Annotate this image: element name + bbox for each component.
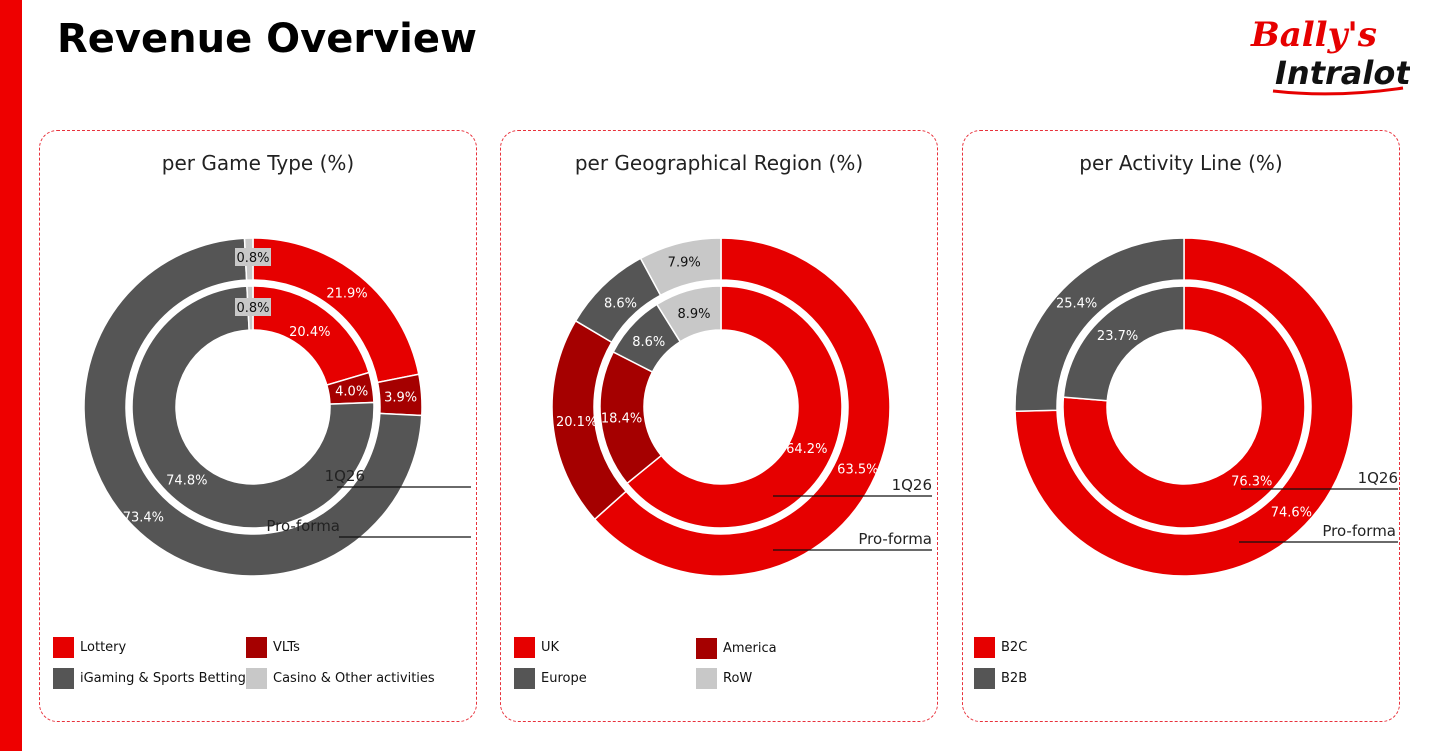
logo-text-intralot: Intralot xyxy=(1275,54,1410,92)
legend-swatch-b2b xyxy=(974,668,995,689)
ring-label-1q26: 1Q26 xyxy=(325,467,365,485)
ring-separator xyxy=(1057,280,1311,534)
outer-ring-value-uk: 63.5% xyxy=(837,462,878,477)
legend-swatch-igaming xyxy=(53,668,74,689)
outer-ring-slice-b2b xyxy=(1014,237,1185,413)
chart-title: per Activity Line (%) xyxy=(1079,151,1283,175)
outer-ring-value-b2b: 25.4% xyxy=(1056,296,1097,311)
legend-item-b2b: B2B xyxy=(974,668,1027,689)
chart-panel-geographical-region: per Geographical Region (%) 64.2% 18.4% 8.… xyxy=(500,130,938,722)
legend-swatch-b2c xyxy=(974,637,995,658)
legend-swatch-casino xyxy=(246,668,267,689)
donut-chart-activity-line: 76.3% 23.7% 74.6% 25.4% 1Q26 Pro-forma xyxy=(1014,237,1398,577)
inner-ring-slice-b2c xyxy=(1062,285,1306,529)
outer-ring-value-row: 7.9% xyxy=(668,256,701,271)
logo-swoosh xyxy=(1272,86,1404,96)
inner-ring-slice-b2b xyxy=(1062,285,1185,402)
legend-label-lottery: Lottery xyxy=(80,640,127,655)
inner-ring-value-america: 18.4% xyxy=(601,411,642,426)
logo-text-ballys: Bally's xyxy=(1250,15,1377,55)
outer-ring-value-america: 20.1% xyxy=(556,415,597,430)
legend-label-b2c: B2C xyxy=(1001,640,1028,655)
inner-ring-value-europe: 8.6% xyxy=(632,335,665,350)
legend-label-uk: UK xyxy=(541,640,560,655)
legend-label-igaming: iGaming & Sports Betting xyxy=(80,671,246,686)
legend-item-uk: UK xyxy=(514,637,559,658)
inner-ring-value-vlts: 4.0% xyxy=(335,385,368,400)
ring-label-1q26: 1Q26 xyxy=(1358,469,1398,487)
legend-label-b2b: B2B xyxy=(1001,671,1028,686)
outer-ring-slice-igaming-sports-betting xyxy=(83,237,423,577)
ring-label-pro-forma: Pro-forma xyxy=(858,530,932,548)
legend-swatch-lottery xyxy=(53,637,74,658)
ring-label-1q26: 1Q26 xyxy=(892,476,932,494)
outer-ring-value-europe: 8.6% xyxy=(604,296,637,311)
ring-separator xyxy=(594,280,848,534)
page-title: Revenue Overview xyxy=(57,16,477,62)
legend-item-row: RoW xyxy=(696,668,752,689)
ring-label-pro-forma: Pro-forma xyxy=(266,517,340,535)
legend-label-america: America xyxy=(723,641,777,656)
legend-swatch-row xyxy=(696,668,717,689)
outer-ring-value-igaming-sports-betting: 73.4% xyxy=(123,511,164,526)
legend-swatch-europe xyxy=(514,668,535,689)
legend-item-igaming: iGaming & Sports Betting xyxy=(53,668,246,689)
outer-ring-label-bg-casino-other-activities xyxy=(235,248,271,266)
inner-ring-label-bg-casino-other-activities xyxy=(235,298,271,316)
inner-ring-label-bg-row xyxy=(675,303,712,322)
legend-item-america: America xyxy=(696,638,777,659)
legend-swatch-vlts xyxy=(246,637,267,658)
outer-ring-slice-uk xyxy=(593,237,891,577)
outer-ring-slice-b2c xyxy=(1014,237,1354,577)
ring-label-pro-forma: Pro-forma xyxy=(1322,522,1396,540)
donut-chart-game-type: 20.4% 4.0% 74.8% 0.8% 21.9% 3.9% 73.4% 0.8% 1Q26… xyxy=(83,237,471,577)
legend-label-europe: Europe xyxy=(541,671,587,686)
inner-ring-value-row: 8.9% xyxy=(677,307,710,322)
inner-ring-value-b2c: 76.3% xyxy=(1231,475,1272,490)
inner-ring-value-igaming-sports-betting: 74.8% xyxy=(166,473,207,488)
legend-item-casino: Casino & Other activities xyxy=(246,668,435,689)
chart-title: per Game Type (%) xyxy=(161,151,355,175)
legend-swatch-uk xyxy=(514,637,535,658)
inner-ring-value-b2b: 23.7% xyxy=(1097,329,1138,344)
legend-label-casino: Casino & Other activities xyxy=(273,671,435,686)
legend-label-vlts: VLTs xyxy=(273,640,300,655)
outer-ring-value-casino-other-activities: 0.8% xyxy=(236,251,269,266)
inner-ring-value-casino-other-activities: 0.8% xyxy=(236,301,269,316)
donut-chart-geographical-region: 64.2% 18.4% 8.6% 8.9% 63.5% 20.1% 8.6% 7.9% 1Q26… xyxy=(551,237,932,577)
inner-ring-value-uk: 64.2% xyxy=(786,442,827,457)
ballys-intralot-logo: Bally's Intralot xyxy=(1250,15,1410,96)
chart-panel-game-type: per Game Type (%) 20.4% 4.0% 74.8% 0.8% 21.9… xyxy=(39,130,477,722)
legend-item-europe: Europe xyxy=(514,668,587,689)
chart-panel-activity-line: per Activity Line (%) 76.3% 23.7% 74.6% 25.… xyxy=(962,130,1400,722)
ring-separator xyxy=(126,280,380,534)
outer-ring-label-bg-row xyxy=(666,252,703,271)
inner-ring-value-lottery: 20.4% xyxy=(289,325,330,340)
inner-ring-slice-igaming-sports-betting xyxy=(131,285,375,529)
inner-ring-slice-uk xyxy=(626,285,843,529)
legend-label-row: RoW xyxy=(723,671,753,686)
outer-ring-value-vlts: 3.9% xyxy=(384,390,417,405)
outer-ring-value-b2c: 74.6% xyxy=(1271,506,1312,521)
legend-item-lottery: Lottery xyxy=(53,637,126,658)
legend-item-vlts: VLTs xyxy=(246,637,300,658)
legend-item-b2c: B2C xyxy=(974,637,1027,658)
chart-title: per Geographical Region (%) xyxy=(574,151,864,175)
legend-swatch-america xyxy=(696,638,717,659)
outer-ring-value-lottery: 21.9% xyxy=(326,287,367,302)
accent-side-bar xyxy=(0,0,22,751)
